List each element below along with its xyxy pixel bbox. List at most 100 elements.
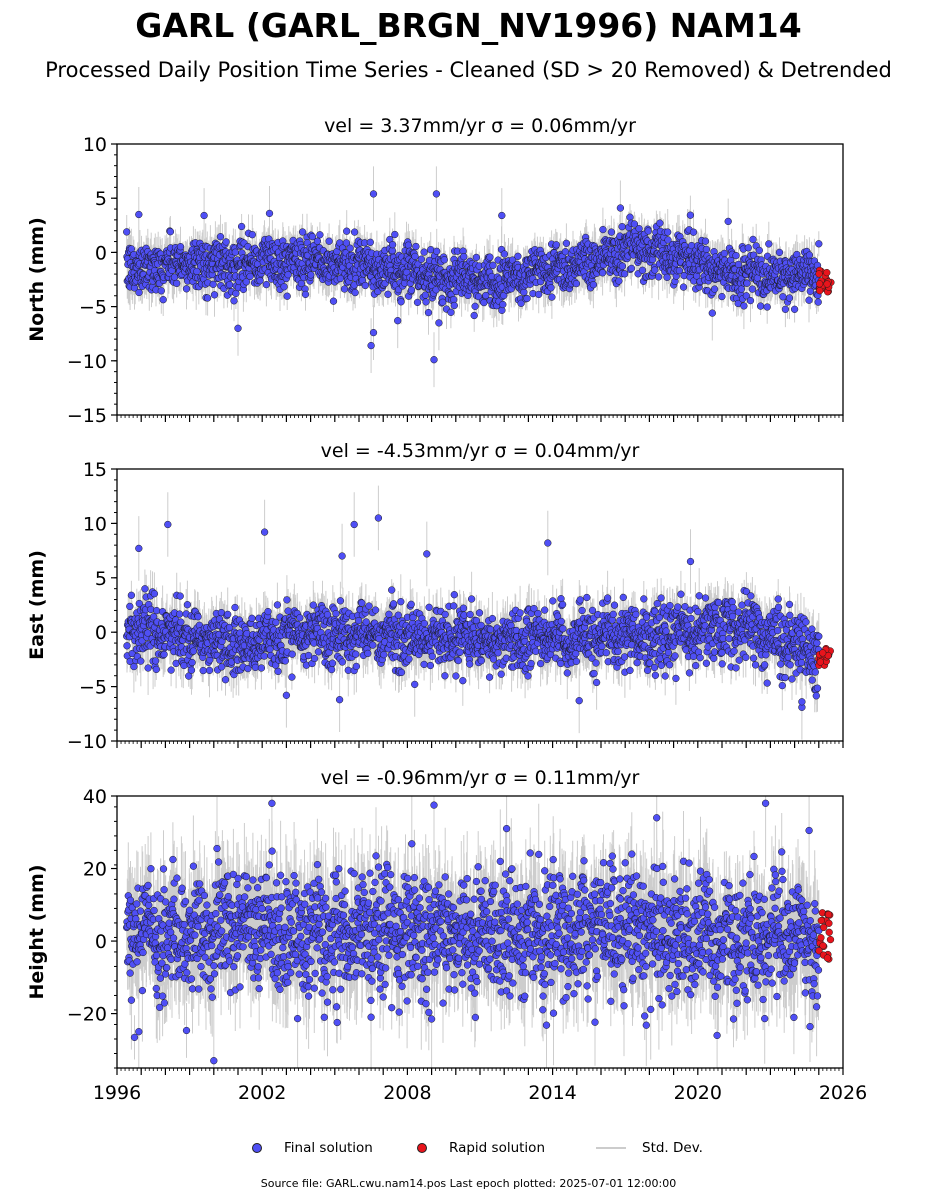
final-point <box>260 528 269 536</box>
final-point <box>675 266 684 275</box>
final-point <box>342 239 351 247</box>
final-point <box>366 238 374 246</box>
final-point <box>488 614 497 623</box>
final-point <box>749 235 757 244</box>
final-point <box>200 211 208 220</box>
final-point <box>737 285 746 293</box>
final-point <box>602 649 610 657</box>
final-point <box>433 247 441 255</box>
final-point <box>284 607 292 615</box>
final-point <box>209 280 217 288</box>
final-point <box>304 651 313 660</box>
final-point <box>230 297 238 305</box>
final-point <box>288 650 296 658</box>
final-point <box>358 599 366 607</box>
final-point <box>558 600 567 609</box>
final-point <box>674 603 682 611</box>
final-point <box>728 612 737 621</box>
final-point <box>562 239 571 247</box>
final-point <box>497 670 505 678</box>
final-point <box>756 302 765 310</box>
final-point <box>288 673 296 681</box>
final-point <box>130 662 138 671</box>
final-point <box>361 281 369 290</box>
final-point <box>520 288 528 296</box>
final-point <box>407 286 416 294</box>
final-point <box>576 596 584 604</box>
final-point <box>498 211 506 220</box>
final-point <box>423 550 431 558</box>
final-point <box>813 684 822 692</box>
rapid-point <box>816 658 824 666</box>
final-point <box>123 228 131 236</box>
final-point <box>164 520 172 529</box>
final-point <box>806 287 814 295</box>
final-point <box>336 597 345 605</box>
final-point <box>283 596 291 604</box>
final-point <box>296 614 304 622</box>
final-point <box>630 220 639 228</box>
final-point <box>332 609 340 618</box>
final-point <box>231 603 239 612</box>
final-point <box>301 290 310 299</box>
final-point <box>618 223 626 231</box>
final-point <box>663 273 671 281</box>
plot-area <box>123 796 835 1068</box>
final-point <box>135 210 143 219</box>
final-point <box>730 647 738 655</box>
final-point <box>262 280 271 289</box>
final-point <box>135 599 143 608</box>
final-point <box>742 653 750 662</box>
final-point <box>814 298 822 306</box>
final-point <box>619 593 627 602</box>
final-point <box>651 671 660 679</box>
final-point <box>808 676 816 684</box>
final-point <box>371 606 380 614</box>
final-point <box>310 654 319 663</box>
final-point <box>367 341 375 350</box>
final-point <box>234 324 242 332</box>
final-point <box>590 669 598 678</box>
final-point <box>428 652 436 661</box>
final-point <box>475 609 484 617</box>
y-tick-label: 0 <box>95 242 107 264</box>
final-point <box>583 593 591 602</box>
final-point <box>557 659 565 668</box>
final-point <box>725 634 733 643</box>
final-point <box>500 250 509 258</box>
rapid-point <box>815 270 823 278</box>
final-point <box>144 664 152 672</box>
final-point <box>450 591 458 599</box>
final-point <box>694 607 702 616</box>
final-point <box>798 698 806 706</box>
final-point <box>746 296 755 305</box>
final-point <box>329 297 338 305</box>
final-point <box>765 240 773 248</box>
final-point <box>662 627 670 635</box>
final-point <box>280 283 288 291</box>
final-point <box>536 659 545 668</box>
final-point <box>578 606 586 615</box>
final-point <box>735 656 743 664</box>
final-point <box>811 668 819 676</box>
final-point <box>365 602 373 610</box>
final-point <box>460 253 468 261</box>
final-point <box>407 600 415 608</box>
final-point <box>242 278 250 286</box>
final-point <box>307 271 315 279</box>
final-point <box>718 649 726 657</box>
final-point <box>346 244 354 252</box>
final-point <box>563 669 571 677</box>
final-point <box>644 227 652 235</box>
final-point <box>785 294 794 302</box>
final-point <box>338 658 346 666</box>
final-point <box>682 646 690 654</box>
final-point <box>620 270 629 278</box>
final-point <box>336 274 345 283</box>
final-point <box>273 601 282 609</box>
final-point <box>298 228 307 236</box>
final-point <box>166 228 175 236</box>
final-point <box>775 248 784 257</box>
